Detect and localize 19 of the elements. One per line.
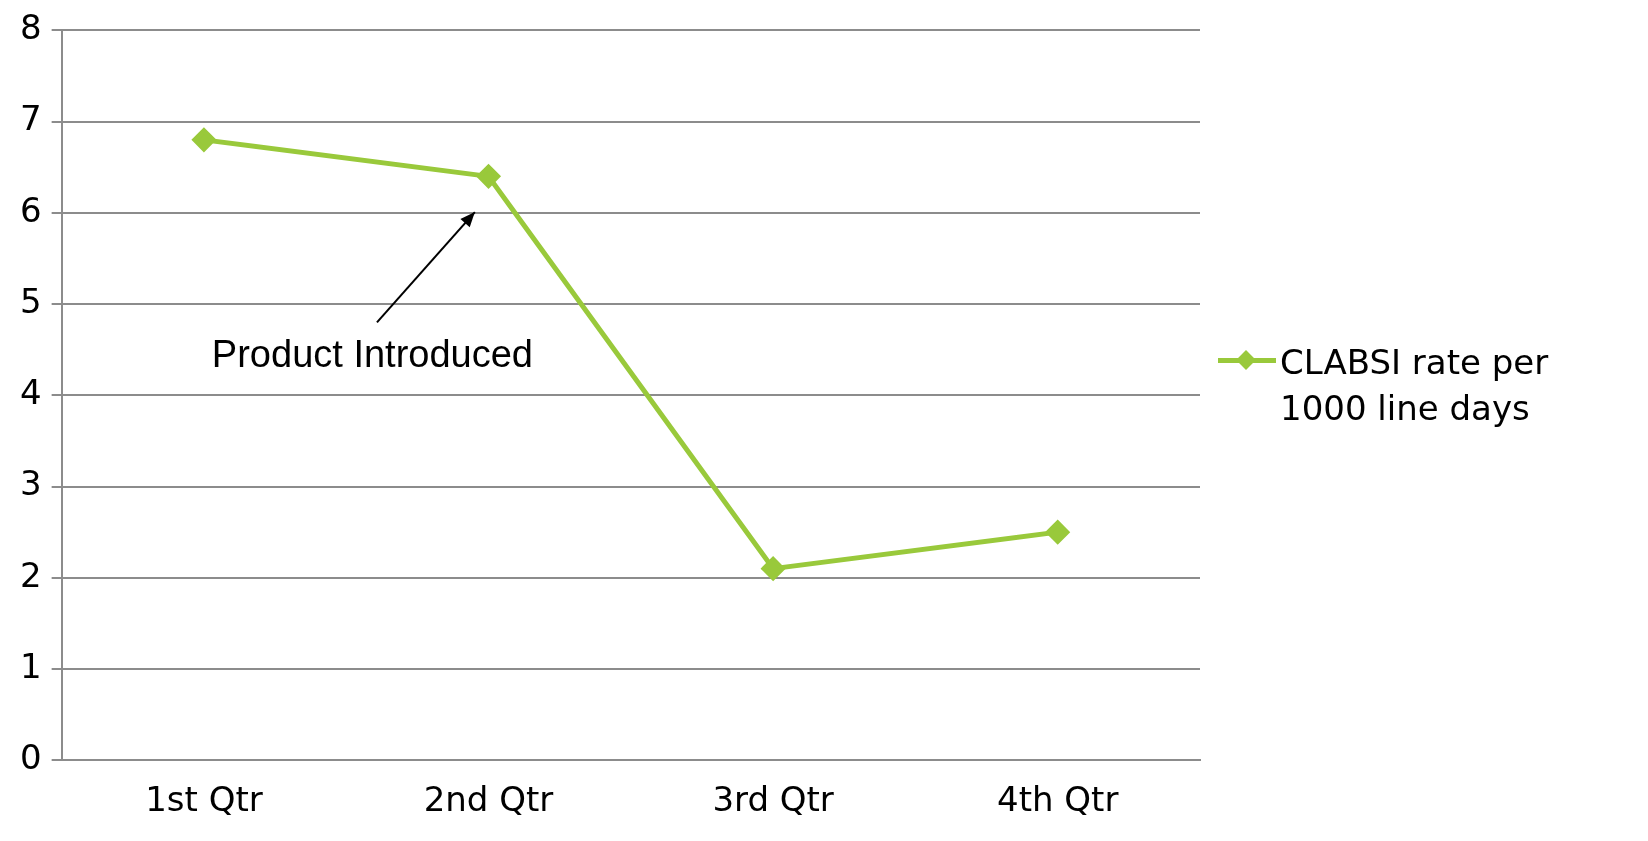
x-tick-label: 4th Qtr [997,779,1119,820]
y-tick-label: 7 [19,98,42,139]
y-tick-label: 4 [19,372,42,413]
point [477,164,501,188]
x-tick-label: 1st Qtr [145,779,263,820]
legend-label: CLABSI rate per 1000 line days [1280,341,1550,431]
x-tick-label: 2nd Qtr [423,779,554,820]
point [1046,520,1070,544]
y-tick-label: 8 [19,7,42,48]
point [192,128,216,152]
y-tick-label: 5 [19,280,42,321]
y-tick-label: 0 [19,737,42,778]
y-tick-label: 1 [19,645,42,686]
point [761,557,785,581]
y-tick-label: 2 [19,554,42,595]
y-tick-label: 6 [19,189,42,230]
annotation: Product Introduced [211,333,533,376]
y-tick-label: 3 [19,463,42,504]
x-tick-label: 3rd Qtr [712,779,834,820]
